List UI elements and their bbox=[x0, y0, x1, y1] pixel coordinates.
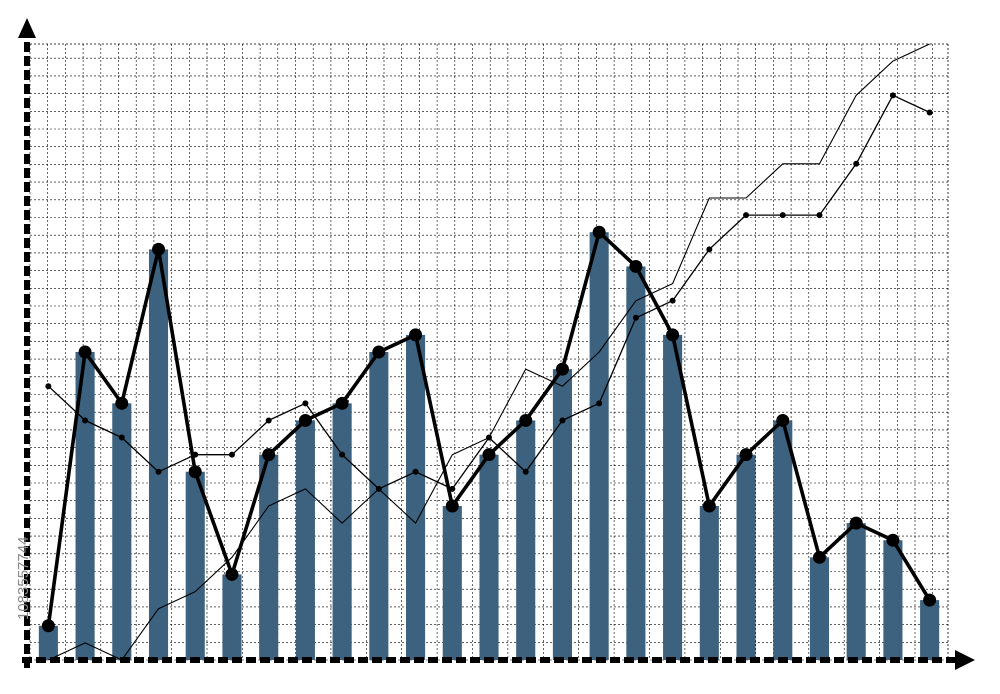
data-point bbox=[445, 499, 459, 513]
data-point bbox=[812, 550, 826, 564]
data-point bbox=[632, 314, 639, 321]
data-point bbox=[596, 400, 603, 407]
data-point bbox=[372, 345, 386, 359]
bar bbox=[406, 334, 426, 660]
data-point bbox=[555, 362, 569, 376]
data-point bbox=[192, 451, 199, 458]
data-point bbox=[522, 468, 529, 475]
data-point bbox=[262, 448, 276, 462]
bar bbox=[112, 403, 132, 660]
bar bbox=[589, 232, 609, 660]
data-point bbox=[779, 212, 786, 219]
data-point bbox=[265, 417, 272, 424]
data-point bbox=[302, 400, 309, 407]
data-point bbox=[702, 499, 716, 513]
bar bbox=[38, 625, 58, 660]
bar bbox=[442, 506, 462, 660]
bar bbox=[626, 266, 646, 660]
data-point bbox=[82, 417, 89, 424]
bar bbox=[699, 506, 719, 660]
bar bbox=[369, 352, 389, 660]
bar-series bbox=[38, 232, 940, 661]
data-point bbox=[889, 92, 896, 99]
data-point bbox=[559, 417, 566, 424]
data-point bbox=[849, 516, 863, 530]
bar bbox=[295, 420, 315, 660]
data-point bbox=[666, 328, 680, 342]
data-point bbox=[482, 448, 496, 462]
data-point bbox=[45, 383, 52, 390]
data-point bbox=[706, 246, 713, 253]
data-point bbox=[776, 413, 790, 427]
bar bbox=[920, 600, 940, 660]
data-point bbox=[669, 297, 676, 304]
data-point bbox=[853, 160, 860, 167]
watermark-text: 1083557744 bbox=[15, 537, 32, 620]
bar bbox=[846, 523, 866, 660]
bar bbox=[552, 369, 572, 660]
bar bbox=[259, 454, 279, 660]
bar bbox=[332, 403, 352, 660]
data-point bbox=[743, 212, 750, 219]
bar bbox=[75, 352, 95, 660]
data-point bbox=[629, 259, 643, 273]
data-point bbox=[152, 242, 166, 256]
data-point bbox=[449, 485, 456, 492]
data-point bbox=[923, 593, 937, 607]
bar bbox=[185, 471, 205, 660]
data-point bbox=[298, 413, 312, 427]
data-point bbox=[188, 465, 202, 479]
line-series-group bbox=[41, 43, 937, 661]
bar bbox=[809, 557, 830, 660]
data-point bbox=[115, 396, 129, 410]
data-point bbox=[412, 468, 419, 475]
x-axis-arrow-icon bbox=[955, 650, 975, 670]
data-point bbox=[339, 451, 346, 458]
data-point bbox=[926, 109, 933, 116]
y-axis-arrow-icon bbox=[18, 18, 36, 38]
data-point bbox=[41, 619, 55, 633]
bar bbox=[883, 540, 903, 660]
data-point bbox=[155, 468, 162, 475]
data-point bbox=[739, 448, 753, 462]
data-point bbox=[409, 328, 423, 342]
bar bbox=[222, 574, 242, 660]
data-point bbox=[886, 533, 900, 547]
bar bbox=[479, 454, 499, 660]
data-point bbox=[592, 225, 606, 239]
bar bbox=[736, 454, 756, 660]
bar bbox=[516, 420, 536, 660]
data-point bbox=[519, 413, 533, 427]
bar bbox=[663, 334, 683, 660]
data-point bbox=[225, 567, 239, 581]
data-point bbox=[335, 396, 349, 410]
bar bbox=[773, 420, 793, 660]
chart-axes bbox=[18, 18, 975, 670]
data-point bbox=[228, 451, 235, 458]
bar bbox=[148, 249, 169, 661]
data-point bbox=[118, 434, 125, 441]
series-line-3 bbox=[48, 43, 930, 661]
data-point bbox=[78, 345, 92, 359]
data-point bbox=[816, 212, 823, 219]
